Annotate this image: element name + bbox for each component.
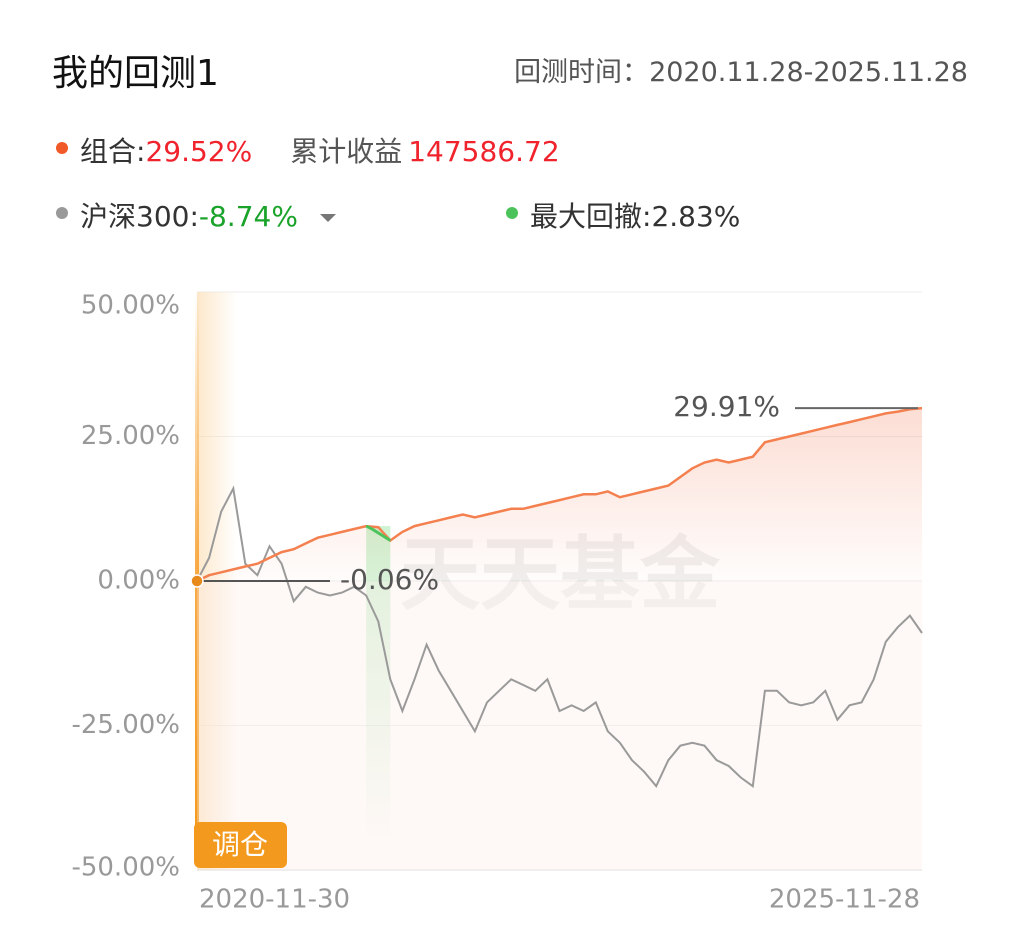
y-tick-label: 25.00% <box>81 421 180 451</box>
legend-dot <box>56 207 68 219</box>
legend-portfolio: 组合:29.52% 累计收益 147586.72 <box>80 130 560 170</box>
title: 我的回测1 <box>52 53 219 94</box>
period-label: 回测时间： <box>514 57 650 88</box>
drawdown-line <box>365 524 392 542</box>
legend-label: 累计收益 <box>290 135 403 168</box>
rebalance-button[interactable]: 调仓 <box>194 822 287 868</box>
max-label: 29.91% <box>673 390 780 423</box>
min-label: -0.06% <box>340 563 439 596</box>
legend-value: 29.52% <box>145 135 253 168</box>
legend-drawdown: 最大回撤:2.83% <box>530 195 740 235</box>
area-lower <box>197 581 922 870</box>
legend-benchmark[interactable]: 沪深300:-8.74% <box>80 195 336 235</box>
y-tick-label: 0.00% <box>97 566 180 596</box>
period: 回测时间：2020.11.28-2025.11.28 <box>514 50 968 89</box>
legend-label: 沪深300: <box>80 200 199 233</box>
legend-value: -8.74% <box>198 200 298 233</box>
period-value: 2020.11.28-2025.11.28 <box>649 57 968 88</box>
button-label: 调仓 <box>212 828 268 861</box>
y-tick-label: -50.00% <box>71 853 180 883</box>
button-bg <box>194 822 287 868</box>
legend-value: 2.83% <box>651 200 741 233</box>
legend-dot <box>56 142 68 154</box>
series-line <box>196 406 923 583</box>
x-tick-label: 2025-11-28 <box>769 885 920 915</box>
start-bar <box>195 292 199 840</box>
legend-label: 最大回撤: <box>530 200 652 233</box>
x-tick-label: 2020-11-30 <box>199 885 350 915</box>
start-dot <box>190 574 204 588</box>
y-tick-label: 50.00% <box>81 291 180 321</box>
y-tick-label: -25.00% <box>71 710 180 740</box>
legend-label: 组合: <box>80 135 146 168</box>
area <box>197 408 922 581</box>
dropdown-arrow[interactable] <box>319 214 336 222</box>
series-line <box>196 485 923 789</box>
legend-dot <box>506 207 518 219</box>
legend-value: 147586.72 <box>408 135 560 168</box>
